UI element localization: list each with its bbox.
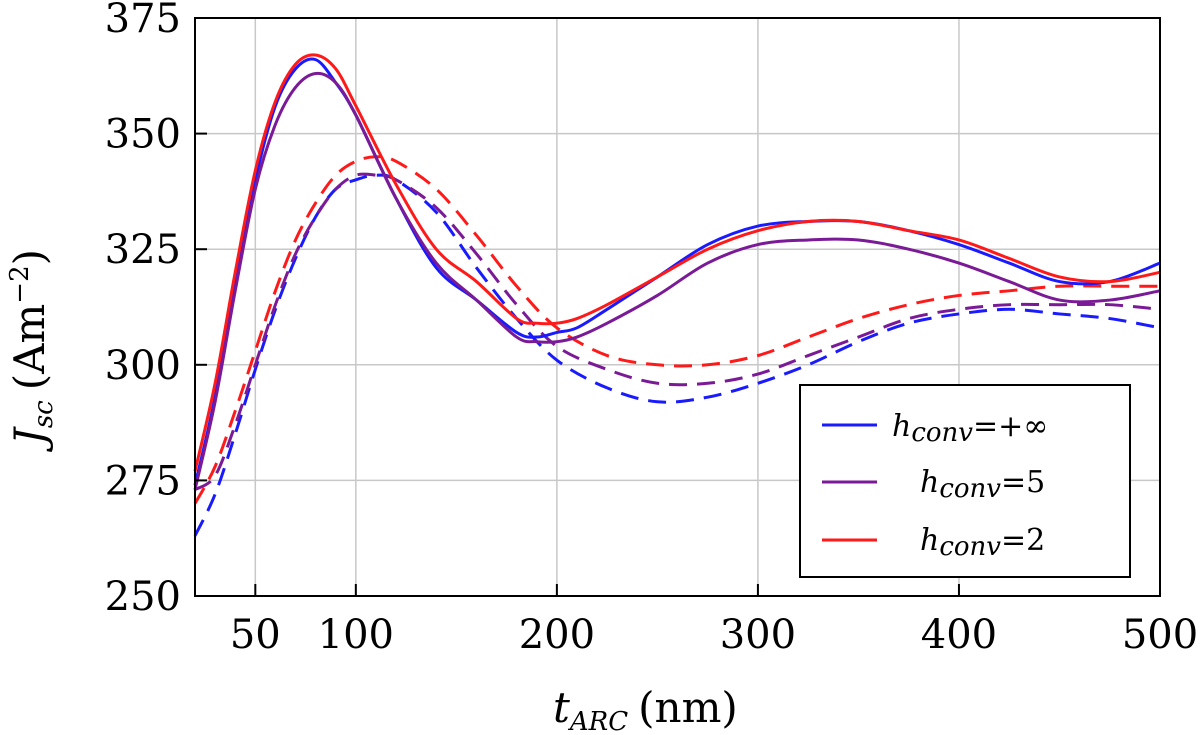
series-layer bbox=[193, 53, 1161, 537]
y-axis-label: Jsc(Am−2) bbox=[5, 249, 59, 453]
y-tick-label: 250 bbox=[105, 574, 181, 620]
legend-label-5: hconv=5 bbox=[920, 465, 1045, 504]
y-tick-label: 300 bbox=[105, 343, 181, 389]
legend-label-inf: hconv=+∞ bbox=[892, 409, 1048, 448]
y-tick-label: 375 bbox=[105, 0, 181, 42]
series-line-dashed-4 bbox=[194, 172, 1161, 491]
y-tick-label: 275 bbox=[105, 458, 181, 504]
y-tick-label: 350 bbox=[105, 112, 181, 158]
series-line-solid-2 bbox=[193, 53, 1161, 472]
x-tick-label: 50 bbox=[230, 612, 281, 658]
x-tick-label: 500 bbox=[1122, 612, 1198, 658]
legend-label-2: hconv=2 bbox=[920, 523, 1045, 562]
x-tick-label: 300 bbox=[720, 612, 796, 658]
plot-frame bbox=[194, 17, 1161, 597]
tick-labels: 50 100 200 300 400 500 250 275 300 325 350 375 bbox=[105, 0, 1199, 658]
y-tick-label: 325 bbox=[105, 227, 181, 273]
series-line-dashed-5 bbox=[193, 155, 1160, 505]
legend: hconv=+∞ hconv=5 hconv=2 bbox=[799, 384, 1131, 578]
x-tick-label: 100 bbox=[318, 612, 394, 658]
x-tick-label: 400 bbox=[921, 612, 997, 658]
x-axis-label: tARC (nm) bbox=[553, 683, 738, 735]
ticks bbox=[195, 17, 1161, 597]
series-line-solid-1 bbox=[193, 71, 1161, 490]
x-tick-label: 200 bbox=[519, 612, 595, 658]
